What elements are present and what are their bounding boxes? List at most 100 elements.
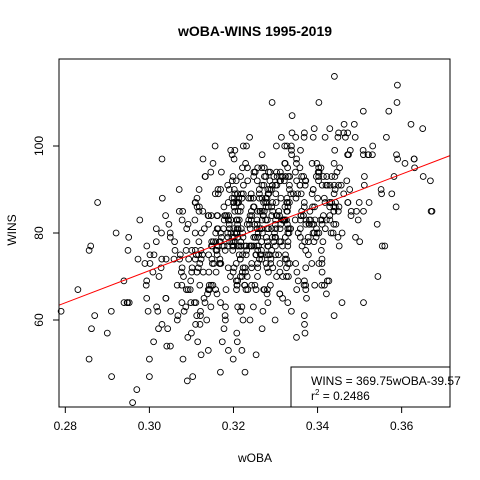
data-point: [293, 160, 300, 167]
data-point: [334, 233, 342, 241]
data-point: [254, 229, 262, 237]
data-point: [301, 181, 309, 189]
data-point: [233, 216, 240, 224]
data-point: [199, 207, 207, 215]
data-point: [283, 273, 290, 280]
data-point: [394, 155, 401, 163]
data-point: [286, 181, 293, 189]
data-point: [266, 177, 274, 185]
data-point: [146, 373, 153, 380]
data-point: [284, 220, 291, 228]
data-point: [284, 203, 292, 211]
data-point: [188, 247, 196, 254]
data-point: [235, 216, 243, 224]
data-point: [353, 207, 360, 215]
data-point: [264, 242, 272, 250]
data-point: [419, 173, 427, 180]
data-point: [263, 194, 271, 202]
data-point: [284, 242, 292, 250]
data-point: [318, 255, 326, 263]
data-point: [258, 216, 266, 224]
data-point: [351, 133, 359, 141]
data-point: [318, 220, 326, 228]
data-point: [246, 242, 253, 250]
data-point: [272, 199, 280, 206]
data-point: [283, 194, 291, 202]
data-point: [310, 238, 318, 246]
data-point: [276, 260, 284, 267]
data-point: [331, 173, 339, 180]
data-point: [243, 273, 251, 280]
data-point: [103, 329, 111, 337]
data-point: [300, 203, 308, 211]
data-point: [239, 264, 247, 272]
data-point: [263, 251, 270, 259]
data-point: [152, 238, 160, 246]
y-tick-label: 60: [32, 313, 46, 327]
data-point: [283, 216, 290, 224]
data-point: [222, 316, 229, 324]
data-point: [152, 225, 160, 233]
data-point: [271, 220, 279, 228]
data-point: [146, 260, 154, 267]
data-point: [378, 242, 386, 250]
data-point: [310, 220, 317, 228]
data-point: [407, 120, 415, 128]
data-point: [334, 133, 342, 141]
data-point: [221, 247, 229, 254]
data-point: [252, 251, 260, 259]
data-point: [158, 155, 166, 163]
data-point: [346, 186, 354, 193]
data-point: [205, 212, 213, 219]
data-point: [308, 160, 316, 167]
data-point: [165, 220, 173, 228]
data-point: [253, 220, 261, 228]
data-point: [154, 307, 162, 315]
data-point: [155, 325, 162, 333]
data-point: [238, 273, 246, 280]
data-point: [330, 312, 338, 319]
data-point: [319, 238, 327, 246]
data-point: [257, 251, 265, 259]
data-point: [171, 238, 178, 246]
data-point: [235, 251, 243, 259]
data-point: [158, 255, 166, 263]
data-point: [153, 303, 160, 311]
data-point: [185, 255, 193, 263]
data-point: [231, 190, 239, 198]
data-point: [167, 342, 174, 350]
data-point: [302, 220, 310, 228]
data-point: [313, 160, 321, 167]
data-point: [309, 133, 317, 141]
data-point: [246, 316, 254, 324]
data-point: [293, 268, 301, 276]
data-point: [225, 220, 233, 228]
data-point: [217, 299, 224, 306]
data-point: [302, 264, 310, 272]
data-point: [388, 190, 396, 198]
data-point: [296, 233, 304, 241]
data-point: [233, 338, 241, 346]
x-tick-label: 0.34: [306, 419, 330, 433]
data-point: [325, 277, 333, 285]
data-point: [256, 194, 263, 202]
data-point: [286, 186, 293, 193]
data-point: [250, 242, 258, 250]
data-point: [268, 247, 275, 254]
data-point: [203, 316, 211, 324]
data-point: [427, 177, 434, 185]
y-tick-label: 100: [32, 136, 46, 156]
data-point: [193, 312, 201, 319]
data-point: [284, 207, 291, 215]
data-point: [311, 203, 318, 211]
data-point: [205, 220, 213, 228]
data-point: [233, 242, 241, 250]
data-point: [276, 168, 284, 176]
data-point: [196, 281, 204, 289]
data-point: [273, 142, 280, 150]
data-point: [178, 299, 186, 306]
data-point: [308, 190, 316, 198]
data-point: [180, 273, 187, 280]
x-axis-label: wOBA: [237, 451, 272, 465]
data-point: [218, 338, 226, 346]
